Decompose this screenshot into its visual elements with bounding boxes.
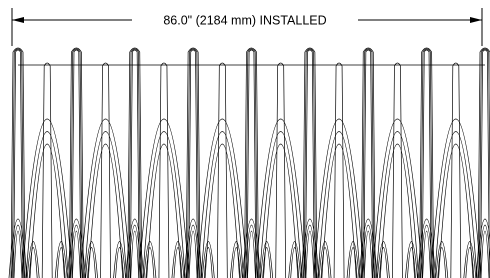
small-arch xyxy=(377,242,389,278)
mid-rib xyxy=(217,63,227,278)
small-arch xyxy=(405,242,417,278)
arch xyxy=(147,144,181,278)
arch xyxy=(30,144,64,278)
arch xyxy=(26,132,68,278)
arch xyxy=(205,144,239,278)
drawing: 86.0" (2184 mm) INSTALLED xyxy=(0,0,490,278)
rib xyxy=(247,50,256,278)
chamber xyxy=(9,48,490,278)
small-arch xyxy=(436,242,448,278)
arch xyxy=(264,144,298,278)
small-arch xyxy=(347,242,359,278)
small-arch xyxy=(172,242,184,278)
lower-arch xyxy=(423,231,431,278)
small-arch xyxy=(319,242,331,278)
arch xyxy=(143,132,185,278)
lower-arch xyxy=(189,231,197,278)
arch xyxy=(84,132,126,278)
arrow-head xyxy=(12,17,24,23)
rib xyxy=(305,50,314,278)
arch xyxy=(260,132,302,278)
lower-arch xyxy=(306,231,314,278)
small-arch xyxy=(230,242,242,278)
arch xyxy=(380,144,414,278)
mid-rib xyxy=(451,63,461,278)
lower-arch xyxy=(131,231,139,278)
arch xyxy=(435,132,477,278)
rib xyxy=(130,50,139,278)
rib xyxy=(189,50,198,278)
mid-rib xyxy=(276,63,286,278)
arch xyxy=(322,144,356,278)
mid-rib xyxy=(159,63,169,278)
small-arch xyxy=(144,242,156,278)
dimension-label: 86.0" (2184 mm) INSTALLED xyxy=(163,13,326,27)
arch xyxy=(318,132,360,278)
rib xyxy=(422,50,431,278)
arch xyxy=(88,144,122,278)
rib xyxy=(364,50,373,278)
small-arch xyxy=(261,242,273,278)
lower-arch xyxy=(248,231,256,278)
lower-arch xyxy=(364,231,372,278)
mid-rib xyxy=(42,63,52,278)
small-arch xyxy=(86,242,98,278)
arch xyxy=(376,132,418,278)
lower-arch xyxy=(481,231,489,278)
small-arch xyxy=(55,242,67,278)
arch xyxy=(439,144,473,278)
small-arch xyxy=(114,242,126,278)
mid-rib xyxy=(392,63,402,278)
lower-arch xyxy=(14,231,22,278)
small-arch xyxy=(464,242,476,278)
rib xyxy=(481,50,490,278)
mid-rib xyxy=(334,63,344,278)
small-arch xyxy=(289,242,301,278)
arrow-head xyxy=(470,17,482,23)
small-arch xyxy=(27,242,39,278)
rib xyxy=(14,50,23,278)
rib xyxy=(72,50,81,278)
mid-rib xyxy=(101,63,111,278)
lower-arch xyxy=(72,231,80,278)
arch xyxy=(201,132,243,278)
small-arch xyxy=(202,242,214,278)
page: 86.0" (2184 mm) INSTALLED (() => { const… xyxy=(0,0,490,278)
